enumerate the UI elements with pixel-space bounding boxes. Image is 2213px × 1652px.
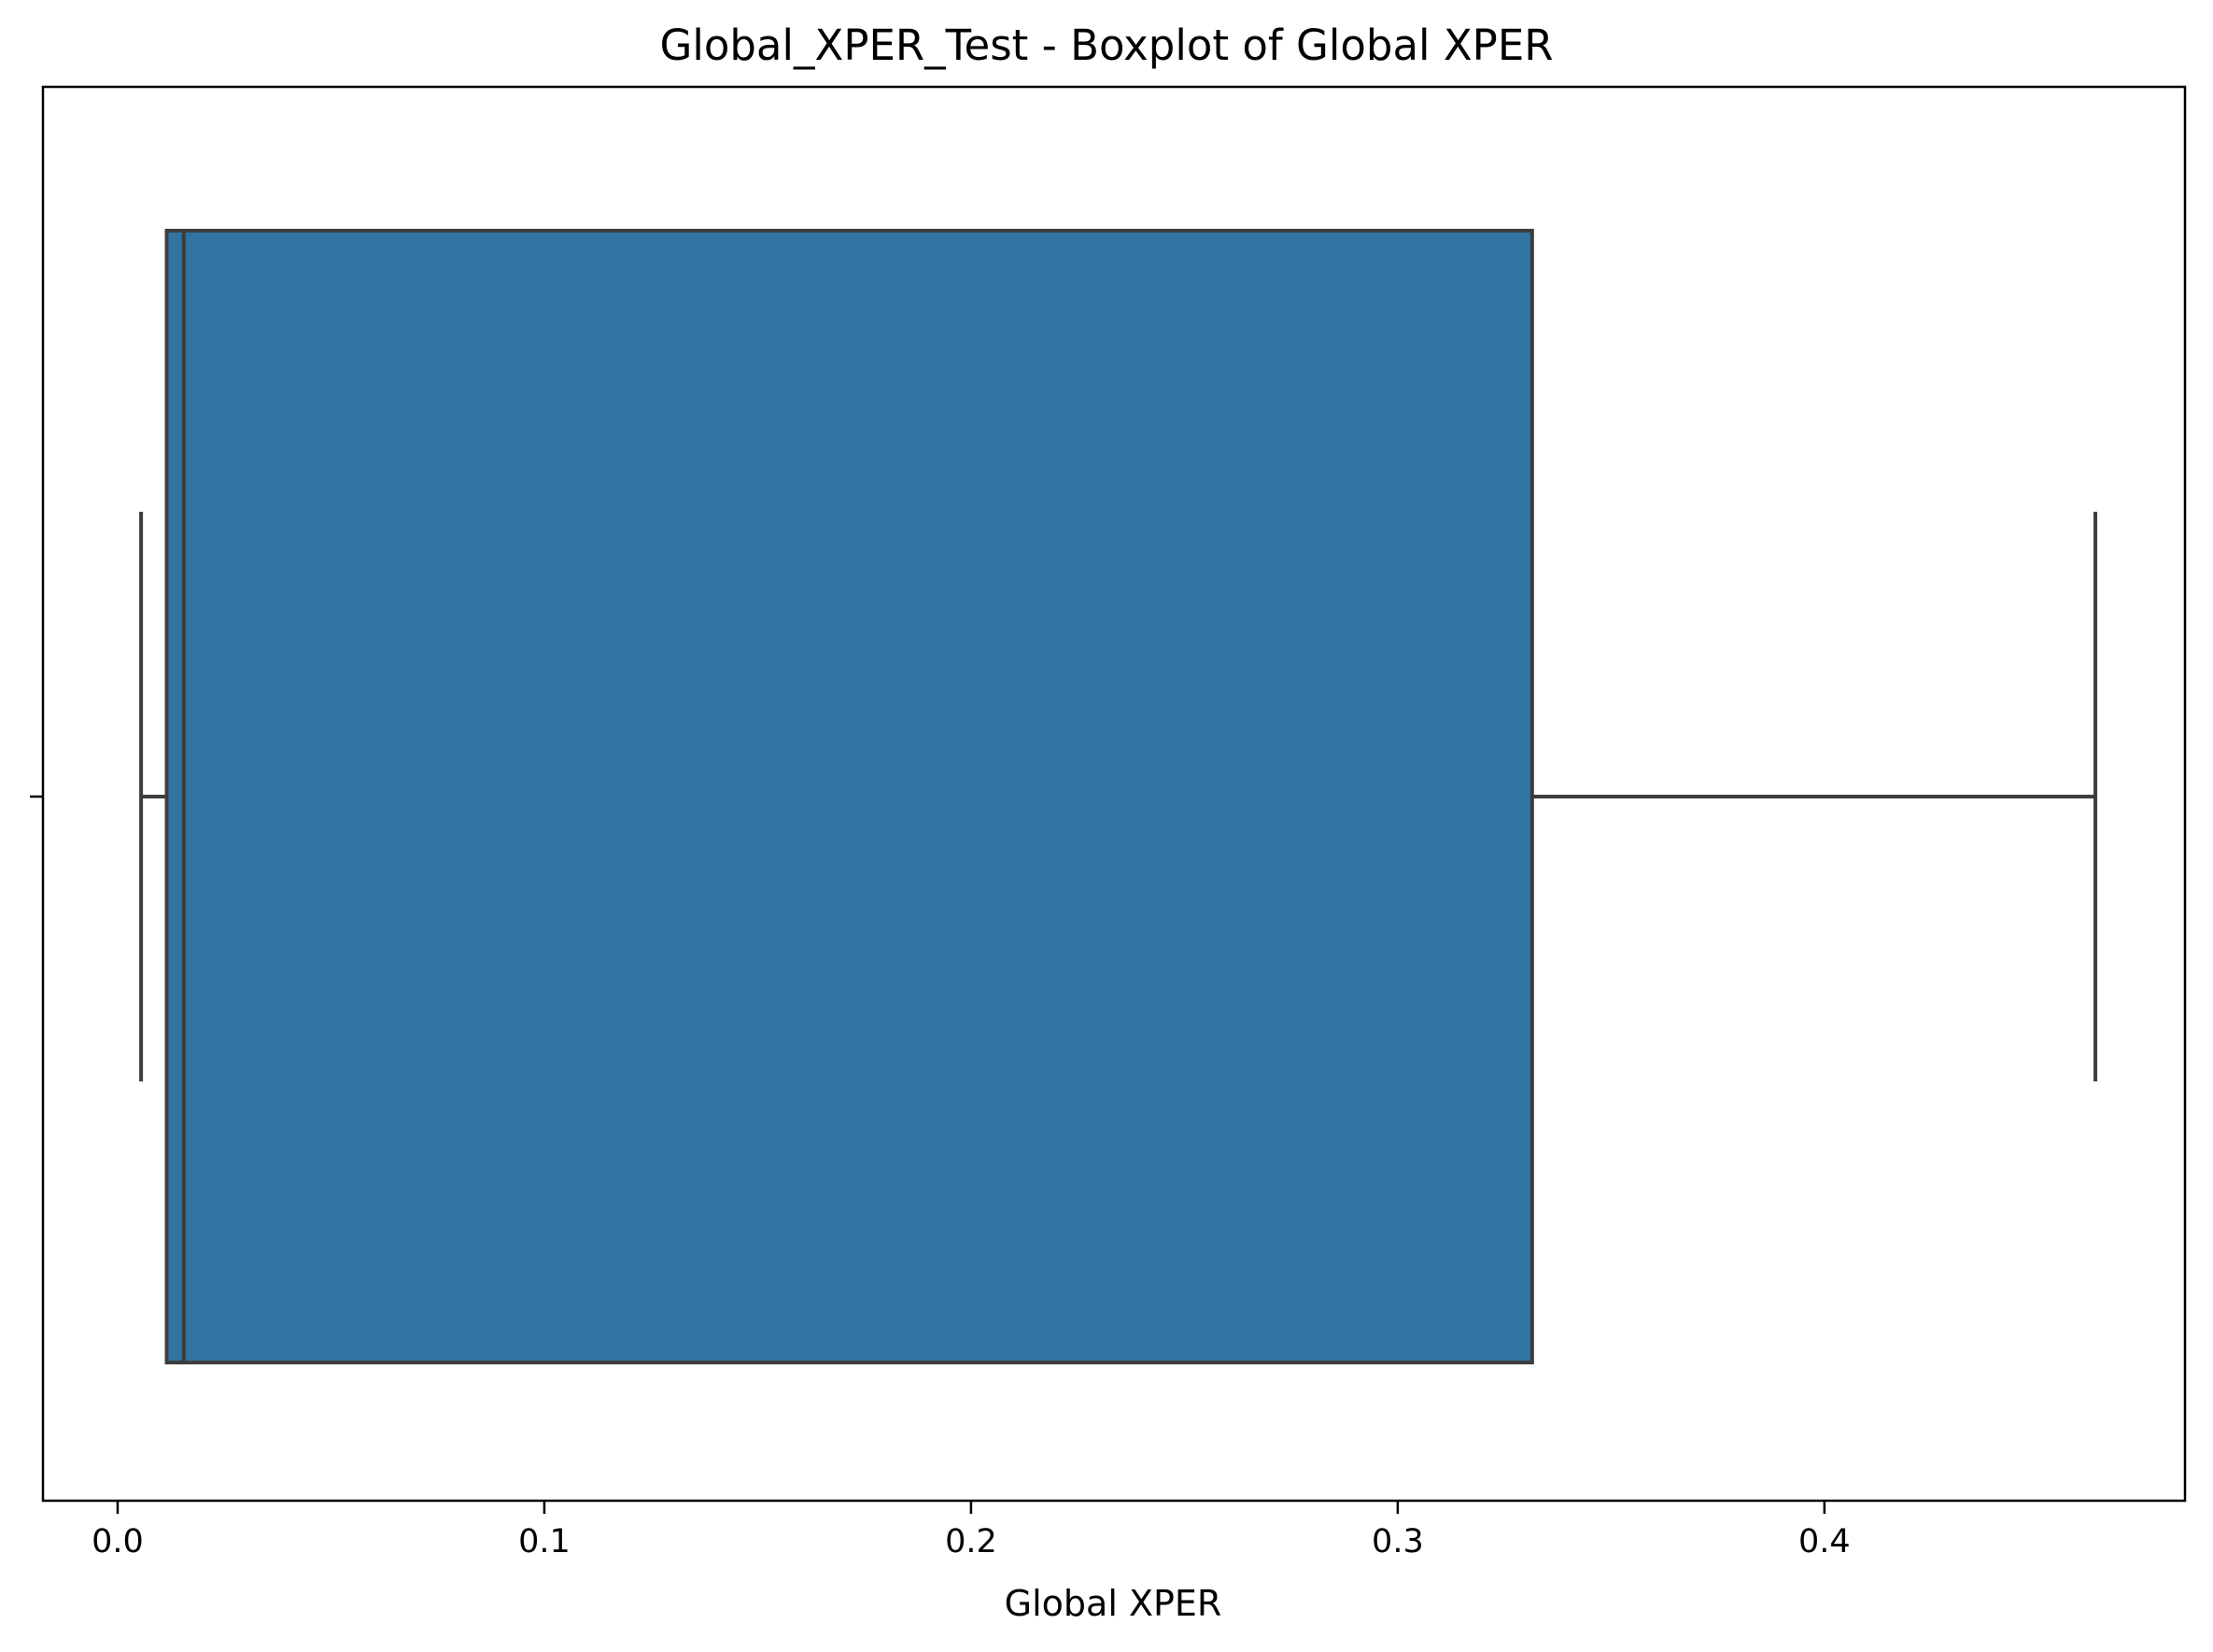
- x-tick-label: 0.2: [945, 1523, 997, 1560]
- chart-title: Global_XPER_Test - Boxplot of Global XPE…: [659, 21, 1553, 70]
- x-tick-label: 0.0: [92, 1523, 144, 1560]
- x-axis-title: Global XPER: [1005, 1583, 1222, 1624]
- x-tick-label: 0.1: [518, 1523, 571, 1560]
- iqr-box: [164, 229, 1534, 1364]
- x-tick-label: 0.4: [1798, 1523, 1851, 1560]
- plot-frame: [41, 85, 2187, 1503]
- x-tick-label: 0.3: [1372, 1523, 1424, 1560]
- plot-area: [41, 85, 2187, 1503]
- x-axis: 0.0 0.1 0.2 0.3 0.4: [30, 795, 1851, 1560]
